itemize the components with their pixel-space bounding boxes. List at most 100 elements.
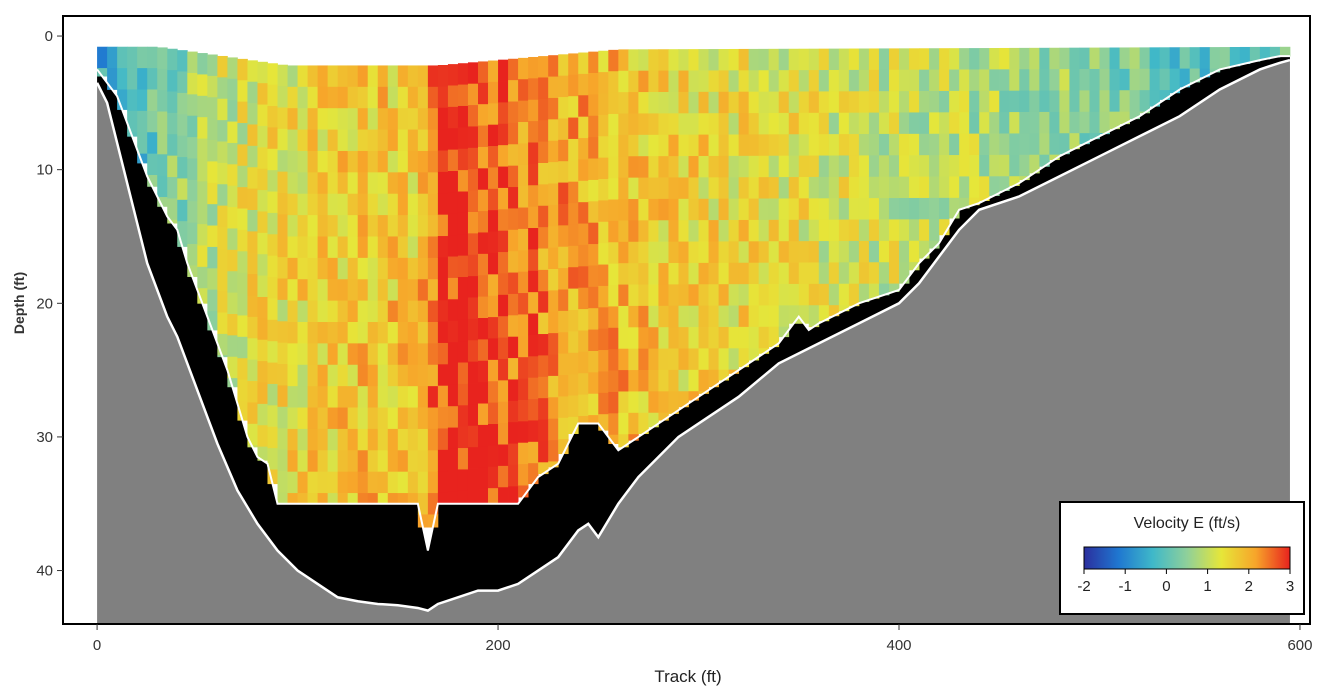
velocity-cell xyxy=(839,91,849,113)
velocity-cell xyxy=(709,49,719,71)
velocity-cell xyxy=(468,298,478,320)
velocity-cell xyxy=(929,198,939,220)
velocity-cell xyxy=(278,343,288,365)
velocity-cell xyxy=(288,408,298,430)
velocity-cell xyxy=(247,189,257,211)
velocity-cell xyxy=(348,450,358,472)
velocity-cell xyxy=(939,155,949,177)
velocity-cell xyxy=(237,273,247,295)
velocity-cell xyxy=(699,284,709,306)
velocity-cell xyxy=(598,200,608,222)
velocity-cell xyxy=(1049,91,1059,113)
velocity-cell xyxy=(518,379,528,401)
velocity-cell xyxy=(217,270,227,292)
velocity-cell xyxy=(949,134,959,156)
velocity-cell xyxy=(257,340,267,362)
velocity-cell xyxy=(969,176,979,198)
velocity-cell xyxy=(558,204,568,226)
velocity-cell xyxy=(247,424,257,446)
velocity-cell xyxy=(448,64,458,86)
velocity-cell xyxy=(528,249,538,271)
velocity-cell xyxy=(408,65,418,87)
velocity-cell xyxy=(989,91,999,113)
velocity-cell xyxy=(568,310,578,332)
velocity-cell xyxy=(648,391,658,413)
velocity-cell xyxy=(618,327,628,349)
velocity-cell xyxy=(548,98,558,120)
velocity-cell xyxy=(187,73,197,95)
velocity-cell xyxy=(1069,69,1079,91)
velocity-cell xyxy=(1039,48,1049,70)
velocity-cell xyxy=(789,113,799,135)
velocity-cell xyxy=(598,94,608,116)
velocity-cell xyxy=(508,337,518,359)
velocity-cell xyxy=(668,306,678,328)
velocity-cell xyxy=(508,422,518,444)
velocity-cell xyxy=(558,268,568,290)
velocity-cell xyxy=(408,322,418,344)
velocity-cell xyxy=(157,154,167,176)
velocity-cell xyxy=(969,155,979,177)
velocity-cell xyxy=(638,327,648,349)
velocity-cell xyxy=(217,56,227,78)
velocity-cell xyxy=(658,113,668,135)
velocity-cell xyxy=(1099,69,1109,91)
velocity-cell xyxy=(939,176,949,198)
velocity-cell xyxy=(177,178,187,200)
velocity-cell xyxy=(1059,69,1069,91)
velocity-cell xyxy=(187,137,197,159)
velocity-cell xyxy=(628,413,638,435)
velocity-cell xyxy=(678,348,688,370)
velocity-cell xyxy=(378,108,388,130)
velocity-cell xyxy=(1029,133,1039,155)
velocity-cell xyxy=(478,489,488,504)
velocity-cell xyxy=(227,250,237,272)
velocity-cell xyxy=(719,156,729,178)
velocity-cell xyxy=(538,142,548,164)
velocity-cell xyxy=(819,156,829,178)
velocity-cell xyxy=(558,161,568,183)
velocity-cell xyxy=(278,364,288,386)
velocity-cell xyxy=(658,391,668,413)
velocity-cell xyxy=(819,198,829,220)
velocity-cell xyxy=(458,63,468,85)
velocity-cell xyxy=(959,176,969,198)
velocity-cell xyxy=(548,226,558,248)
velocity-cell xyxy=(638,285,648,307)
velocity-cell xyxy=(448,342,458,364)
velocity-cell xyxy=(749,49,759,71)
velocity-cell xyxy=(819,91,829,113)
velocity-cell xyxy=(478,404,488,426)
velocity-cell xyxy=(628,263,638,285)
velocity-cell xyxy=(137,68,147,90)
velocity-cell xyxy=(759,92,769,114)
velocity-cell xyxy=(518,421,528,443)
velocity-cell xyxy=(408,194,418,216)
velocity-cell xyxy=(288,215,298,237)
velocity-cell xyxy=(689,199,699,221)
velocity-cell xyxy=(789,263,799,285)
velocity-cell xyxy=(668,49,678,71)
velocity-cell xyxy=(889,91,899,113)
velocity-cell xyxy=(328,472,338,494)
velocity-cell xyxy=(608,221,618,243)
velocity-cell xyxy=(328,493,338,504)
velocity-cell xyxy=(187,201,197,223)
velocity-cell xyxy=(598,329,608,351)
velocity-cell xyxy=(909,177,919,199)
velocity-cell xyxy=(779,263,789,285)
velocity-cell xyxy=(959,70,969,92)
velocity-cell xyxy=(759,49,769,71)
velocity-cell xyxy=(257,233,267,255)
velocity-cell xyxy=(298,493,308,504)
velocity-cell xyxy=(107,68,117,90)
velocity-cell xyxy=(949,155,959,177)
velocity-cell xyxy=(338,236,348,258)
velocity-cell xyxy=(488,189,498,211)
velocity-cell xyxy=(999,91,1009,113)
velocity-cell xyxy=(318,172,328,194)
velocity-cell xyxy=(578,266,588,288)
velocity-cell xyxy=(368,301,378,323)
velocity-cell xyxy=(368,408,378,430)
